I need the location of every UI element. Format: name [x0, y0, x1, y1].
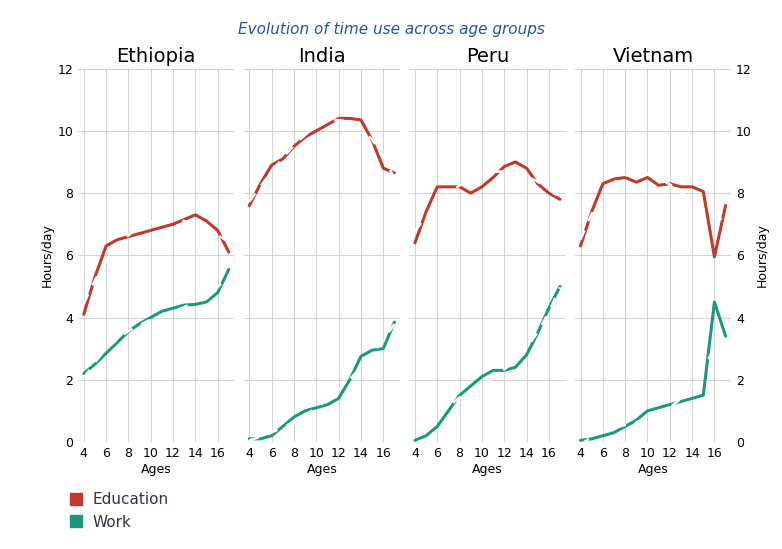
Title: Ethiopia: Ethiopia	[117, 47, 196, 66]
Y-axis label: Hours/day: Hours/day	[756, 223, 769, 287]
X-axis label: Ages: Ages	[307, 463, 337, 475]
Title: Vietnam: Vietnam	[612, 47, 694, 66]
X-axis label: Ages: Ages	[637, 463, 669, 475]
Y-axis label: Hours/day: Hours/day	[41, 223, 53, 287]
Title: India: India	[298, 47, 346, 66]
X-axis label: Ages: Ages	[141, 463, 172, 475]
Title: Peru: Peru	[466, 47, 509, 66]
Text: Evolution of time use across age groups: Evolution of time use across age groups	[238, 22, 544, 37]
Legend: Education, Work: Education, Work	[63, 486, 175, 536]
X-axis label: Ages: Ages	[472, 463, 503, 475]
